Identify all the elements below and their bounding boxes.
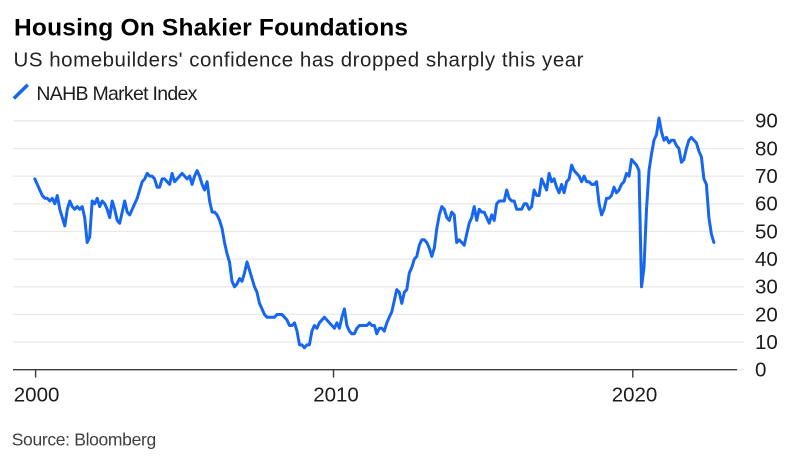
svg-text:NAHB Market Index: NAHB Market Index	[36, 83, 197, 105]
svg-text:Source: Bloomberg: Source: Bloomberg	[12, 429, 157, 449]
svg-text:80: 80	[755, 137, 778, 160]
svg-text:90: 90	[755, 110, 778, 133]
svg-text:2020: 2020	[612, 384, 658, 407]
svg-text:0: 0	[755, 359, 766, 382]
svg-text:40: 40	[755, 248, 778, 271]
svg-text:50: 50	[755, 220, 778, 243]
svg-text:US homebuilders' confidence ha: US homebuilders' confidence has dropped …	[14, 49, 584, 72]
svg-text:2000: 2000	[14, 384, 60, 407]
svg-text:70: 70	[755, 165, 778, 188]
svg-text:Housing On Shakier Foundations: Housing On Shakier Foundations	[14, 15, 408, 42]
svg-text:20: 20	[755, 303, 778, 326]
svg-text:30: 30	[755, 276, 778, 299]
svg-text:60: 60	[755, 193, 778, 216]
svg-text:10: 10	[755, 331, 778, 354]
svg-text:2010: 2010	[313, 384, 359, 407]
